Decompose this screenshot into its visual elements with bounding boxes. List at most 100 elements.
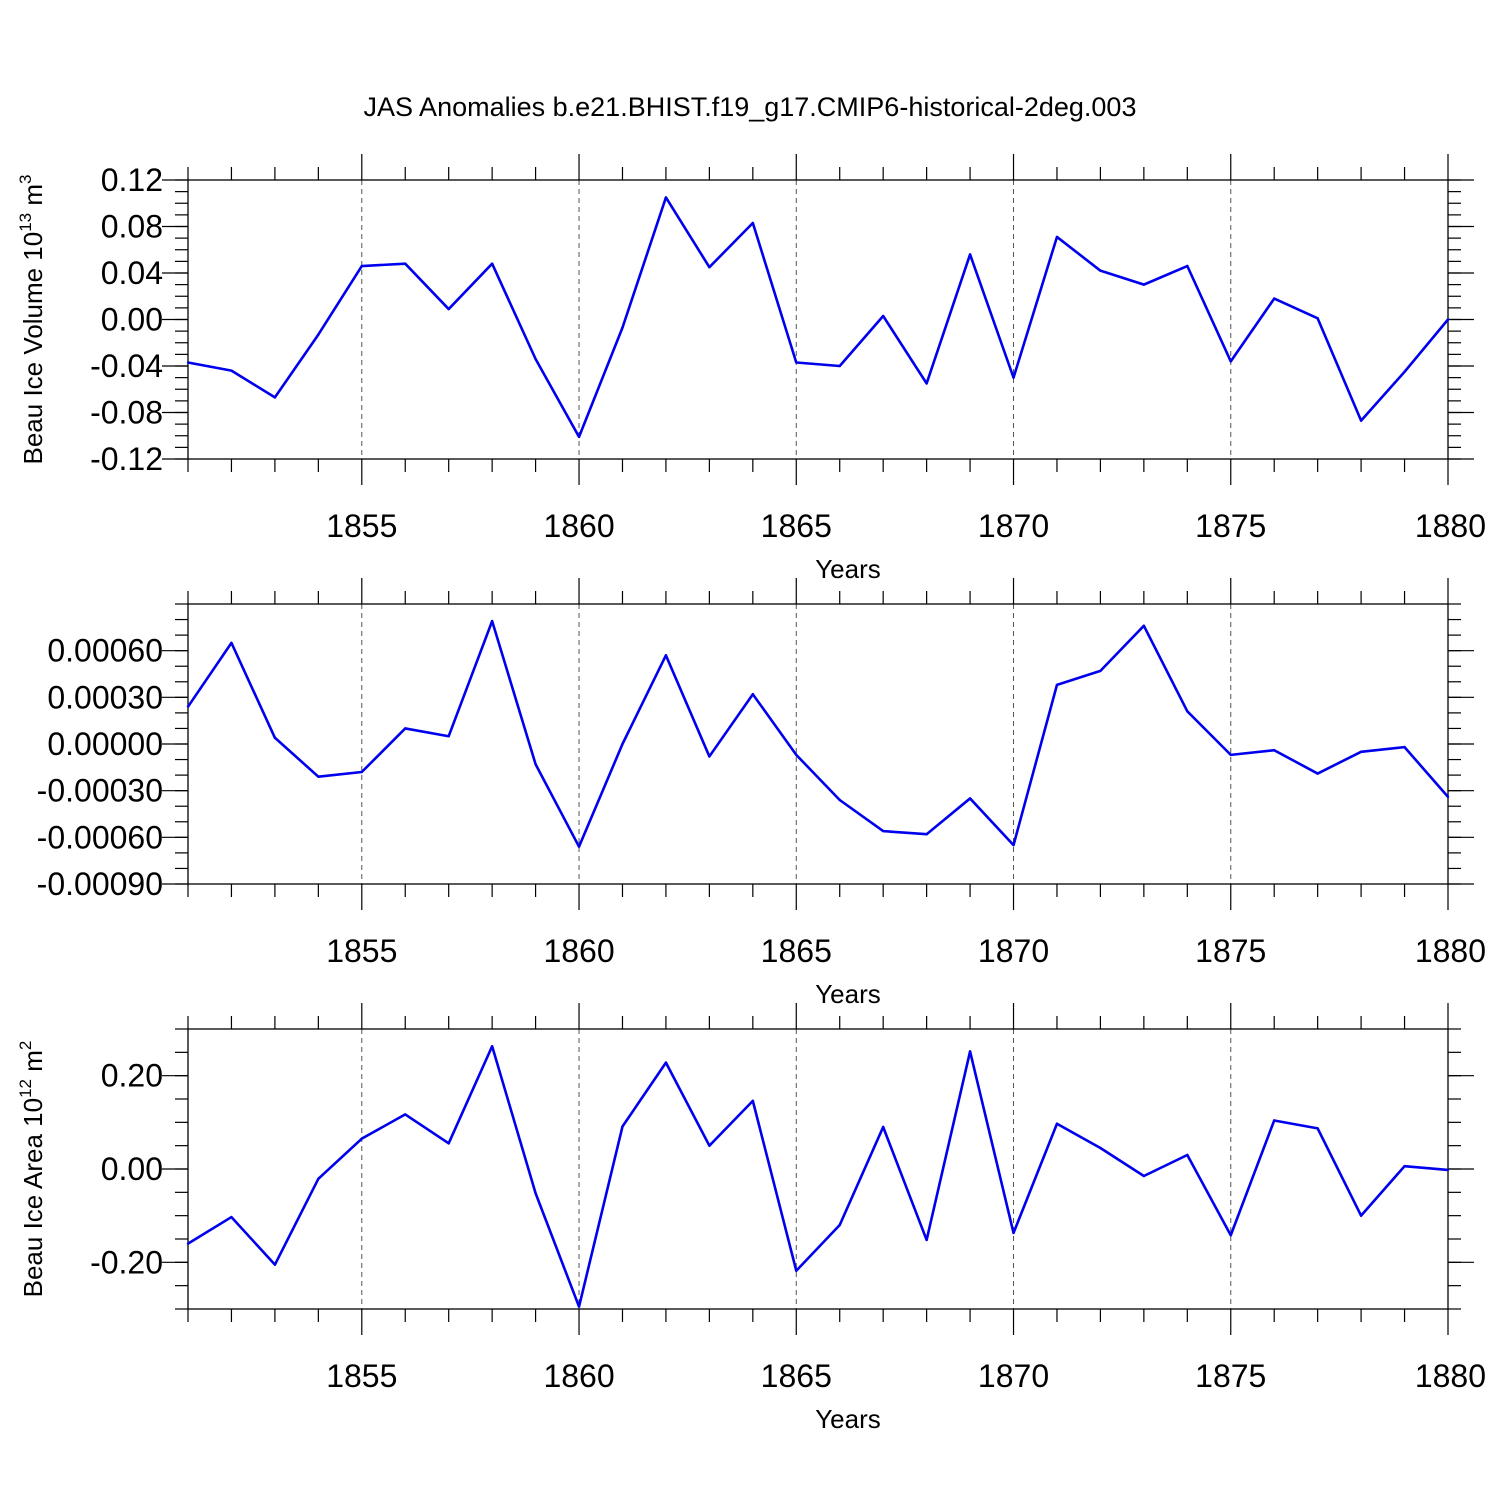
data-point bbox=[925, 833, 928, 836]
y-tick-label: -0.00030 bbox=[37, 773, 163, 809]
y-axis-label: Beau Ice Area 1012 m2 bbox=[16, 1041, 48, 1298]
data-point bbox=[1142, 624, 1146, 627]
data-point bbox=[1446, 1168, 1450, 1172]
x-axis-label: Years bbox=[815, 979, 881, 1009]
y-tick-label: -0.12 bbox=[90, 441, 163, 477]
data-point bbox=[1273, 1119, 1276, 1122]
series-line bbox=[187, 1044, 1449, 1308]
data-point bbox=[534, 763, 537, 766]
y-tick-label: 0.20 bbox=[101, 1058, 163, 1094]
data-point bbox=[534, 1192, 537, 1195]
data-point bbox=[1055, 235, 1059, 239]
y-tick-label: -0.08 bbox=[90, 395, 163, 431]
data-point bbox=[1012, 376, 1015, 379]
data-point bbox=[273, 736, 277, 739]
data-point bbox=[621, 742, 624, 746]
x-tick-label: 1870 bbox=[978, 933, 1049, 969]
series-line bbox=[186, 619, 1449, 848]
data-point bbox=[404, 727, 407, 730]
data-point bbox=[490, 1045, 494, 1048]
y-tick-label: 0.00030 bbox=[47, 679, 163, 715]
data-point bbox=[1359, 750, 1363, 753]
data-point bbox=[751, 221, 755, 225]
data-point bbox=[1099, 669, 1102, 673]
data-point bbox=[360, 1137, 363, 1140]
data-point bbox=[1446, 318, 1450, 321]
x-tick-label: 1870 bbox=[978, 1358, 1049, 1394]
y-tick-label: 0.08 bbox=[101, 209, 163, 245]
x-tick-label: 1865 bbox=[761, 1358, 832, 1394]
data-point bbox=[447, 735, 450, 738]
data-point bbox=[838, 1223, 841, 1227]
data-point bbox=[534, 357, 537, 361]
data-point bbox=[1012, 1231, 1015, 1235]
data-point bbox=[968, 253, 972, 256]
panels: -0.12 -0.08 -0.04 0.00 0.04 0.08 0.12 1855 1860 1… bbox=[16, 154, 1486, 1434]
data-point bbox=[404, 1113, 407, 1116]
data-point bbox=[751, 1099, 755, 1103]
data-point bbox=[1229, 753, 1232, 757]
data-point bbox=[1142, 1174, 1146, 1178]
x-tick-label: 1880 bbox=[1415, 933, 1486, 969]
data-point bbox=[838, 798, 841, 802]
data-point bbox=[1012, 843, 1015, 847]
data-point bbox=[1099, 269, 1102, 272]
data-point bbox=[230, 641, 233, 645]
data-point bbox=[1055, 1122, 1059, 1125]
data-point bbox=[1273, 297, 1276, 300]
data-point bbox=[1142, 283, 1146, 286]
x-tick-label: 1880 bbox=[1415, 1358, 1486, 1394]
data-point bbox=[230, 1215, 233, 1219]
data-point bbox=[1229, 360, 1232, 363]
data-point bbox=[273, 396, 277, 399]
panel-3: -0.20 0.00 0.20 1855 1860 1865 1870 1875 1880 Yea… bbox=[16, 1003, 1486, 1434]
x-tick-label: 1875 bbox=[1195, 508, 1266, 544]
data-point bbox=[1359, 419, 1363, 422]
data-point bbox=[751, 693, 755, 696]
data-point bbox=[838, 364, 841, 368]
data-point bbox=[1446, 795, 1450, 799]
data-point bbox=[881, 829, 885, 833]
x-tick-label: 1860 bbox=[543, 1358, 614, 1394]
data-point bbox=[708, 265, 711, 269]
data-point bbox=[317, 333, 320, 336]
x-tick-label: 1865 bbox=[761, 933, 832, 969]
panel-1: -0.12 -0.08 -0.04 0.00 0.04 0.08 0.12 1855 1860 1… bbox=[16, 154, 1486, 584]
data-point bbox=[925, 1238, 928, 1242]
y-tick-label: 0.04 bbox=[101, 255, 163, 291]
data-point bbox=[1186, 264, 1189, 268]
data-point bbox=[404, 262, 407, 265]
y-tick-label: -0.20 bbox=[90, 1244, 163, 1280]
data-point bbox=[577, 845, 581, 848]
x-axis-label: Years bbox=[815, 1404, 881, 1434]
y-tick-label: 0.00 bbox=[101, 1151, 163, 1187]
data-point bbox=[490, 619, 494, 623]
data-point bbox=[230, 369, 233, 372]
data-point bbox=[795, 1269, 798, 1272]
x-tick-label: 1870 bbox=[978, 508, 1049, 544]
series-line bbox=[187, 196, 1450, 439]
x-tick-label: 1855 bbox=[326, 1358, 397, 1394]
data-point bbox=[881, 314, 885, 318]
y-tick-label: -0.00090 bbox=[37, 866, 163, 902]
data-point bbox=[708, 1144, 711, 1147]
y-axis-label: Beau Ice Volume 1013 m3 bbox=[16, 175, 48, 465]
x-tick-label: 1860 bbox=[543, 933, 614, 969]
data-point bbox=[1186, 1153, 1189, 1157]
data-point bbox=[1055, 683, 1059, 687]
y-tick-label: -0.04 bbox=[90, 348, 163, 384]
data-point bbox=[490, 262, 494, 265]
data-point bbox=[1403, 1165, 1406, 1168]
data-point bbox=[1359, 1214, 1363, 1217]
y-tick-label: 0.00 bbox=[101, 302, 163, 338]
data-point bbox=[925, 382, 928, 385]
x-tick-label: 1875 bbox=[1195, 933, 1266, 969]
data-point bbox=[621, 1125, 624, 1128]
data-point bbox=[795, 753, 798, 757]
data-point bbox=[577, 1305, 581, 1308]
data-point bbox=[795, 361, 798, 364]
data-point bbox=[317, 1177, 320, 1181]
data-point bbox=[664, 1061, 668, 1064]
